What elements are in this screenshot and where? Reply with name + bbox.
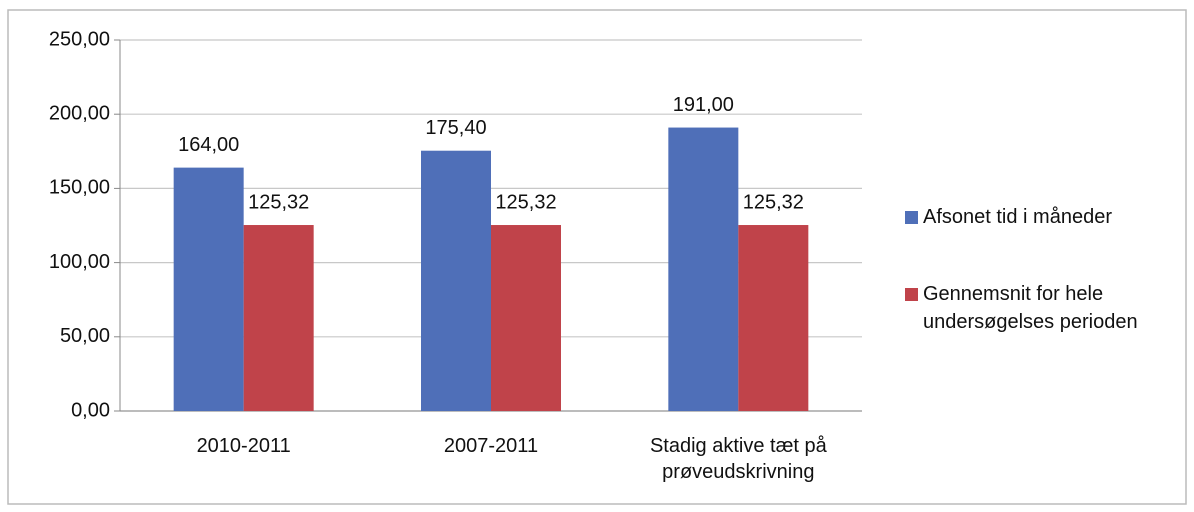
x-tick-label: Stadig aktive tæt på prøveudskrivning: [649, 435, 827, 483]
legend-swatch: [905, 288, 918, 301]
bar: [243, 225, 314, 411]
bar: [421, 150, 491, 411]
data-label: 164,00: [178, 134, 239, 156]
bar: [668, 127, 739, 411]
y-tick-label: 200,00: [49, 102, 110, 124]
legend-item: Gennemsnit for hele undersøgelses period…: [905, 280, 1175, 336]
y-tick-label: 0,00: [71, 399, 110, 421]
chart-border: [7, 9, 1187, 505]
legend-item: Afsonet tid i måneder: [905, 203, 1175, 231]
legend-label: Afsonet tid i måneder: [923, 206, 1112, 228]
data-label: 125,32: [495, 191, 556, 213]
y-tick-label: 250,00: [49, 28, 110, 50]
y-tick-label: 100,00: [49, 251, 110, 273]
legend-label: Gennemsnit for hele undersøgelses period…: [923, 283, 1138, 333]
data-label: 125,32: [743, 191, 804, 213]
bar: [491, 225, 561, 411]
bar: [738, 225, 809, 411]
x-tick-label: 2007-2011: [443, 435, 539, 457]
bar: [173, 167, 244, 411]
data-label: 125,32: [248, 191, 309, 213]
data-label: 191,00: [673, 94, 734, 116]
legend-swatch: [905, 211, 918, 224]
y-tick-label: 50,00: [60, 325, 110, 347]
y-tick-label: 150,00: [49, 177, 110, 199]
data-label: 175,40: [425, 117, 486, 139]
x-tick-label: 2010-2011: [196, 435, 291, 457]
